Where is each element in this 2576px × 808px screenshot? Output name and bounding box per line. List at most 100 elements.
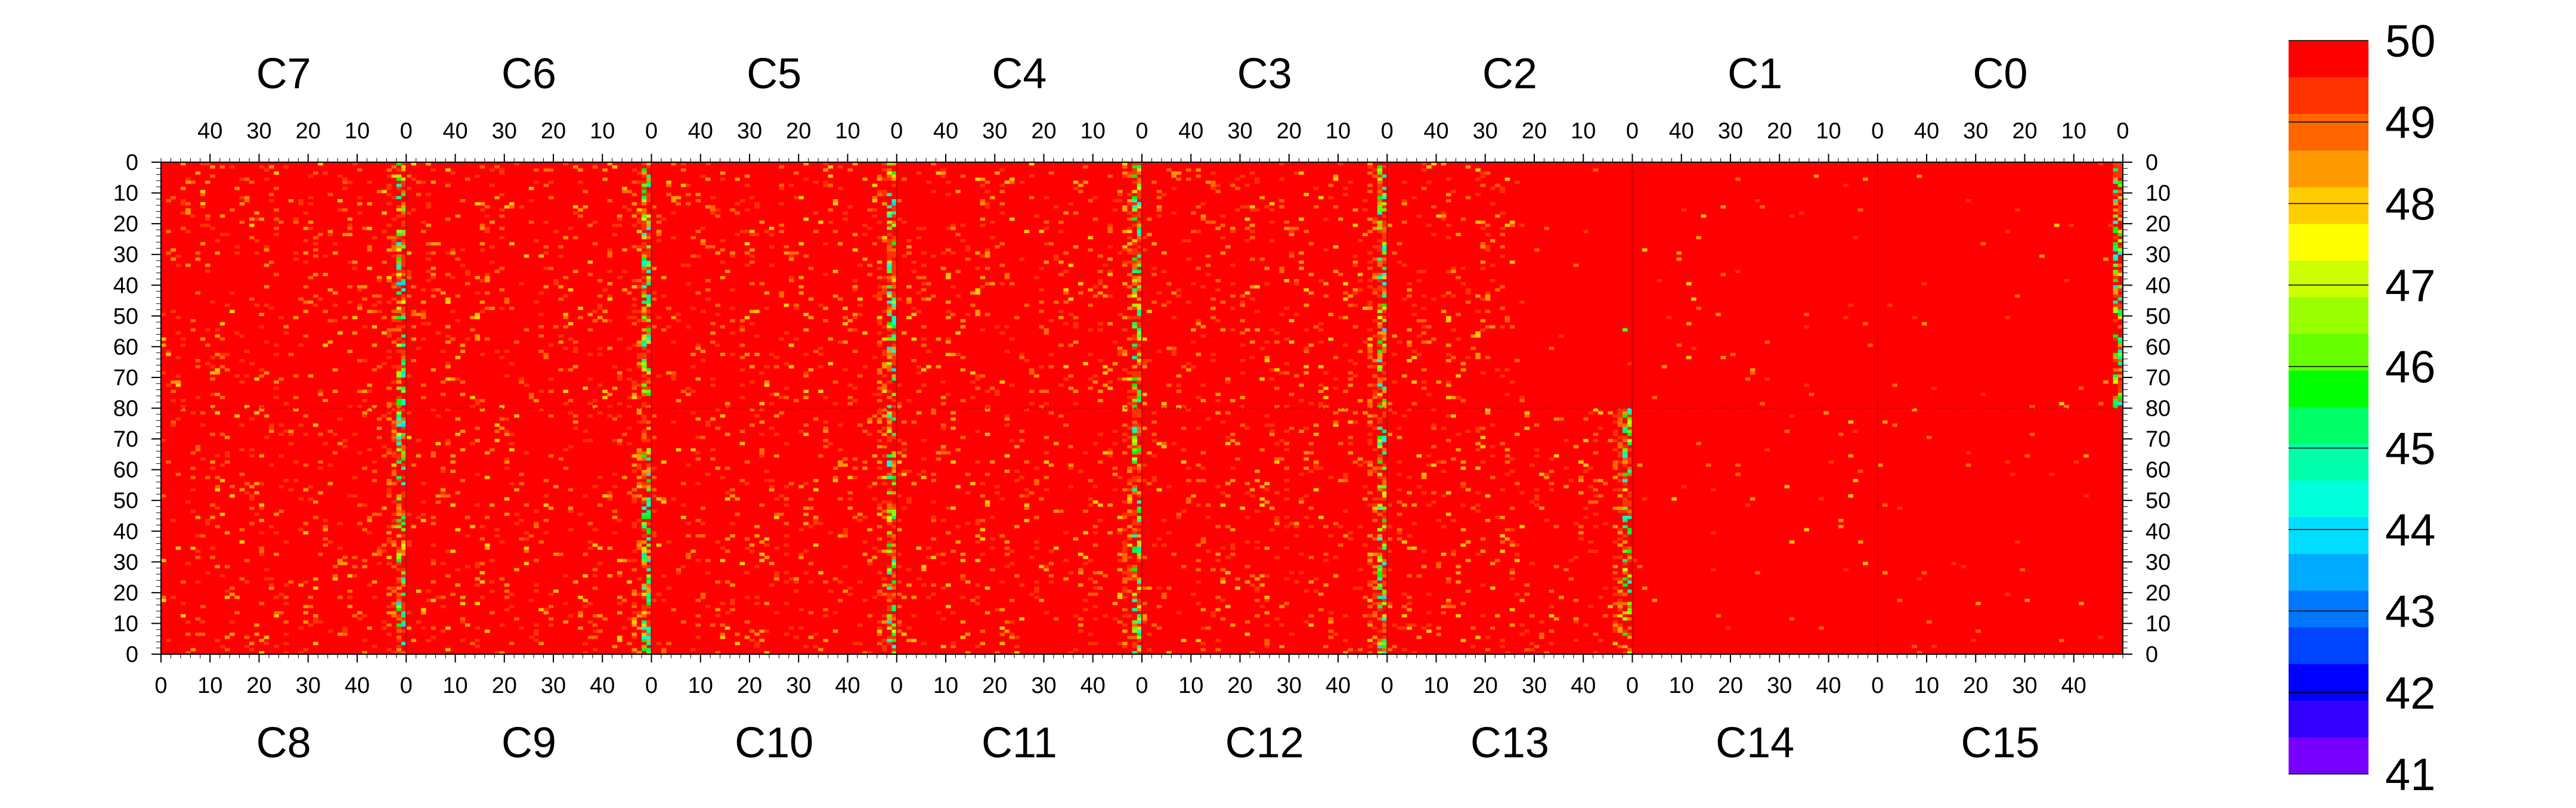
heatmap-cell <box>382 362 387 366</box>
heatmap-cell <box>504 417 510 421</box>
heatmap-cell <box>1367 337 1373 341</box>
heatmap-cell <box>724 626 730 630</box>
heatmap-cell <box>744 546 750 550</box>
heatmap-cell <box>1416 214 1422 218</box>
heatmap-cell <box>779 377 784 381</box>
heatmap-cell <box>646 574 652 578</box>
heatmap-cell <box>401 417 407 421</box>
heatmap-cell <box>1137 288 1143 292</box>
heatmap-cell <box>1363 307 1368 310</box>
heatmap-cell <box>1230 399 1236 403</box>
heatmap-cell <box>887 322 892 326</box>
heatmap-cell <box>1485 224 1491 227</box>
heatmap-cell <box>695 193 701 197</box>
heatmap-cell <box>1382 349 1388 353</box>
heatmap-cell <box>877 368 883 372</box>
heatmap-cell <box>592 528 598 532</box>
heatmap-cell <box>700 174 706 178</box>
heatmap-cell <box>244 199 250 203</box>
heatmap-cell <box>288 559 294 562</box>
heatmap-cell <box>1755 199 1760 203</box>
heatmap-cell <box>445 626 451 630</box>
heatmap-cell <box>534 559 539 562</box>
heatmap-cell <box>784 632 789 636</box>
heatmap-cell <box>1132 365 1138 369</box>
heatmap-cell <box>303 463 309 467</box>
heatmap-cell <box>572 211 578 215</box>
heatmap-cell <box>416 294 422 298</box>
heatmap-cell <box>891 374 897 378</box>
heatmap-cell <box>1240 304 1246 307</box>
heatmap-cell <box>205 389 210 394</box>
heatmap-cell <box>180 337 186 341</box>
heatmap-cell <box>882 519 887 522</box>
heatmap-cell <box>999 301 1005 304</box>
heatmap-cell <box>700 239 706 243</box>
heatmap-cell <box>386 596 392 599</box>
heatmap-cell <box>426 636 431 639</box>
heatmap-cell <box>1107 270 1113 273</box>
heatmap-cell <box>631 525 637 528</box>
heatmap-cell <box>1382 399 1388 403</box>
heatmap-cell <box>435 288 441 292</box>
heatmap-cell <box>642 580 647 584</box>
heatmap-cell <box>980 365 986 369</box>
heatmap-cell <box>984 389 990 394</box>
heatmap-cell <box>823 580 828 584</box>
heatmap-cell <box>244 642 250 645</box>
heatmap-cell <box>318 389 323 394</box>
heatmap-cell <box>891 482 897 485</box>
heatmap-cell <box>391 540 397 544</box>
heatmap-cell <box>2117 217 2123 221</box>
heatmap-cell <box>1367 301 1373 304</box>
heatmap-cell <box>352 187 358 190</box>
heatmap-cell <box>338 174 343 178</box>
heatmap-cell <box>1279 199 1284 203</box>
heatmap-cell <box>646 482 652 485</box>
heatmap-cell <box>759 639 764 642</box>
heatmap-cell <box>274 512 279 516</box>
heatmap-cell <box>504 497 510 501</box>
heatmap-cell <box>1382 343 1388 347</box>
heatmap-cell <box>396 233 402 237</box>
heatmap-cell <box>1137 180 1143 184</box>
heatmap-cell <box>259 162 265 166</box>
heatmap-cell <box>210 432 215 436</box>
heatmap-cell <box>715 214 720 218</box>
heatmap-cell <box>813 645 819 648</box>
heatmap-cell <box>1078 190 1083 193</box>
heatmap-cell <box>887 177 892 181</box>
heatmap-cell <box>259 454 265 458</box>
heatmap-cell <box>2117 275 2123 280</box>
heatmap-cell <box>730 352 735 357</box>
heatmap-cell <box>362 528 367 532</box>
heatmap-cell <box>303 488 309 492</box>
heatmap-cell <box>475 494 480 498</box>
heatmap-cell <box>877 301 883 304</box>
heatmap-cell <box>166 230 171 233</box>
heatmap-cell <box>239 540 245 544</box>
heatmap-cell <box>323 528 328 532</box>
heatmap-cell <box>597 623 603 627</box>
heatmap-cell <box>1809 165 1815 169</box>
heatmap-cell <box>548 377 554 381</box>
heatmap-cell <box>376 309 382 313</box>
heatmap-cell <box>1382 174 1388 178</box>
heatmap-cell <box>1230 328 1236 332</box>
heatmap-cell <box>730 318 735 323</box>
heatmap-cell <box>779 359 784 363</box>
heatmap-cell <box>705 205 711 209</box>
heatmap-cell <box>1063 282 1069 286</box>
heatmap-cell <box>1151 180 1157 184</box>
heatmap-cell <box>896 620 902 624</box>
heatmap-cell <box>411 617 417 621</box>
heatmap-cell <box>642 599 647 602</box>
heatmap-cell <box>823 445 828 448</box>
heatmap-cell <box>509 202 515 206</box>
heatmap-cell <box>882 491 887 495</box>
heatmap-cell <box>769 264 775 267</box>
heatmap-cell <box>338 522 343 525</box>
heatmap-cell <box>171 420 176 424</box>
heatmap-cell <box>877 171 883 175</box>
heatmap-cell <box>244 349 250 353</box>
